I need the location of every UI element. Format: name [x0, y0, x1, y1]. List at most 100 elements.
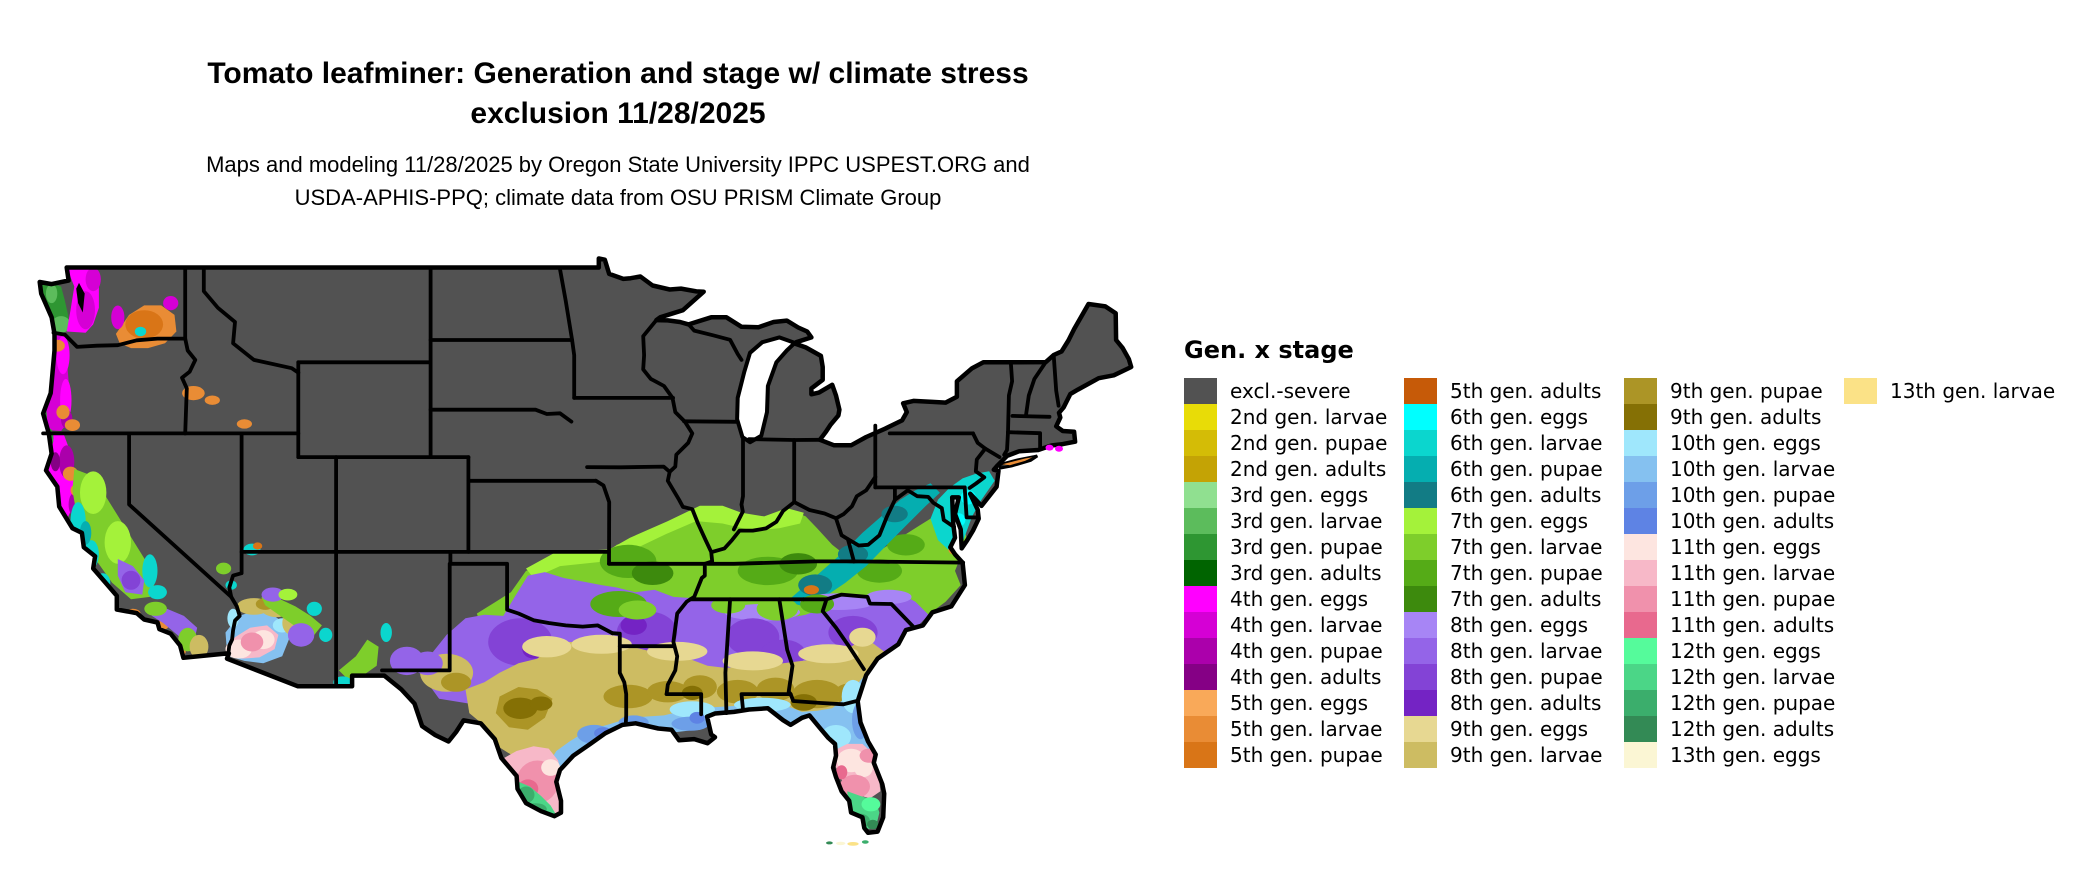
- legend-swatch: [1844, 378, 1877, 404]
- legend-item-label: 7th gen. larvae: [1450, 535, 1603, 559]
- legend-item: 11th gen. larvae: [1624, 560, 1844, 586]
- subtitle-line2: USDA-APHIS-PPQ; climate data from OSU PR…: [294, 185, 942, 210]
- legend-swatch: [1184, 716, 1217, 742]
- legend-swatch: [1404, 638, 1437, 664]
- legend-swatch: [1624, 716, 1657, 742]
- legend-item-label: 3rd gen. adults: [1230, 561, 1382, 585]
- legend-item-label: 6th gen. eggs: [1450, 405, 1589, 429]
- legend-swatch: [1404, 612, 1437, 638]
- legend-item: 6th gen. adults: [1404, 482, 1624, 508]
- legend-item: 10th gen. pupae: [1624, 482, 1844, 508]
- legend-swatch: [1624, 690, 1657, 716]
- legend-item-label: 13th gen. eggs: [1670, 743, 1821, 767]
- puget-sound: [76, 282, 85, 313]
- legend-item-label: 3rd gen. pupae: [1230, 535, 1383, 559]
- legend-item: 6th gen. larvae: [1404, 430, 1624, 456]
- legend-item-label: 9th gen. larvae: [1450, 743, 1603, 767]
- legend-swatch: [1404, 378, 1437, 404]
- legend-swatch: [1184, 456, 1217, 482]
- legend-swatch: [1624, 560, 1657, 586]
- legend-swatch: [1404, 690, 1437, 716]
- legend-item: 8th gen. pupae: [1404, 664, 1624, 690]
- legend-swatch: [1184, 508, 1217, 534]
- legend-item: 13th gen. eggs: [1624, 742, 1844, 768]
- legend-item: 5th gen. eggs: [1184, 690, 1404, 716]
- legend-item-label: 8th gen. adults: [1450, 691, 1602, 715]
- legend-item-label: 10th gen. pupae: [1670, 483, 1836, 507]
- legend-swatch: [1624, 664, 1657, 690]
- legend-item: 2nd gen. larvae: [1184, 404, 1404, 430]
- legend-item: 11th gen. eggs: [1624, 534, 1844, 560]
- legend-item: 5th gen. pupae: [1184, 742, 1404, 768]
- legend-swatch: [1624, 430, 1657, 456]
- legend-swatch: [1624, 638, 1657, 664]
- legend-column: 5th gen. adults 6th gen. eggs 6th gen. lar…: [1404, 378, 1624, 768]
- legend-swatch: [1184, 612, 1217, 638]
- legend-item-label: 7th gen. eggs: [1450, 509, 1589, 533]
- legend-swatch: [1404, 586, 1437, 612]
- legend-swatch: [1404, 404, 1437, 430]
- state-borders: [41, 265, 1061, 726]
- legend-item: 8th gen. adults: [1404, 690, 1624, 716]
- legend-column: excl.-severe 2nd gen. larvae 2nd gen. pupa…: [1184, 378, 1404, 768]
- subtitle-line1: Maps and modeling 11/28/2025 by Oregon S…: [206, 152, 1030, 177]
- legend-item: 6th gen. pupae: [1404, 456, 1624, 482]
- legend-item-label: 12th gen. larvae: [1670, 665, 1836, 689]
- legend-swatch: [1184, 560, 1217, 586]
- legend-item-label: 13th gen. larvae: [1890, 379, 2056, 403]
- legend-item: 8th gen. eggs: [1404, 612, 1624, 638]
- legend-item: excl.-severe: [1184, 378, 1404, 404]
- legend-item: 9th gen. adults: [1624, 404, 1844, 430]
- legend-column: 13th gen. larvae: [1844, 378, 2064, 404]
- legend-swatch: [1624, 508, 1657, 534]
- legend-column: 9th gen. pupae 9th gen. adults 10th gen. e…: [1624, 378, 1844, 768]
- legend-item-label: 11th gen. larvae: [1670, 561, 1836, 585]
- lake-michigan: [735, 335, 797, 445]
- legend-swatch: [1404, 482, 1437, 508]
- legend-swatch: [1404, 716, 1437, 742]
- legend-item-label: excl.-severe: [1230, 379, 1351, 403]
- legend-item-label: 7th gen. adults: [1450, 587, 1602, 611]
- us-outline: [37, 256, 1134, 836]
- legend-swatch: [1624, 482, 1657, 508]
- legend-item-label: 11th gen. pupae: [1670, 587, 1836, 611]
- legend-item-label: 9th gen. pupae: [1670, 379, 1823, 403]
- legend-item-label: 10th gen. larvae: [1670, 457, 1836, 481]
- legend-item-label: 2nd gen. adults: [1230, 457, 1387, 481]
- legend-title: Gen. x stage: [1184, 336, 1354, 364]
- legend-item: 7th gen. adults: [1404, 586, 1624, 612]
- title-line2: exclusion 11/28/2025: [470, 97, 766, 130]
- legend-swatch: [1404, 508, 1437, 534]
- legend-item: 12th gen. adults: [1624, 716, 1844, 742]
- legend-swatch: [1184, 378, 1217, 404]
- legend-item: 13th gen. larvae: [1844, 378, 2064, 404]
- page-title: Tomato leafminer: Generation and stage w…: [98, 54, 1138, 134]
- legend: Gen. x stage excl.-severe 2nd gen. larvae…: [1184, 336, 2084, 768]
- legend-item: 11th gen. adults: [1624, 612, 1844, 638]
- legend-swatch: [1404, 534, 1437, 560]
- legend-item: 10th gen. larvae: [1624, 456, 1844, 482]
- legend-swatch: [1404, 456, 1437, 482]
- legend-item: 9th gen. eggs: [1404, 716, 1624, 742]
- legend-swatch: [1184, 742, 1217, 768]
- legend-item: 10th gen. adults: [1624, 508, 1844, 534]
- legend-item-label: 4th gen. eggs: [1230, 587, 1369, 611]
- legend-swatch: [1184, 482, 1217, 508]
- legend-item: 5th gen. larvae: [1184, 716, 1404, 742]
- legend-item: 3rd gen. eggs: [1184, 482, 1404, 508]
- legend-item: 7th gen. pupae: [1404, 560, 1624, 586]
- legend-item-label: 11th gen. eggs: [1670, 535, 1821, 559]
- legend-item-label: 7th gen. pupae: [1450, 561, 1603, 585]
- legend-item: 12th gen. eggs: [1624, 638, 1844, 664]
- legend-item-label: 8th gen. eggs: [1450, 613, 1589, 637]
- legend-item-label: 4th gen. adults: [1230, 665, 1382, 689]
- legend-item: 4th gen. adults: [1184, 664, 1404, 690]
- legend-swatch: [1624, 456, 1657, 482]
- legend-item: 4th gen. eggs: [1184, 586, 1404, 612]
- legend-item-label: 12th gen. adults: [1670, 717, 1835, 741]
- legend-swatch: [1404, 664, 1437, 690]
- legend-item: 3rd gen. adults: [1184, 560, 1404, 586]
- legend-item: 5th gen. adults: [1404, 378, 1624, 404]
- legend-item-label: 12th gen. pupae: [1670, 691, 1836, 715]
- legend-item-label: 4th gen. larvae: [1230, 613, 1383, 637]
